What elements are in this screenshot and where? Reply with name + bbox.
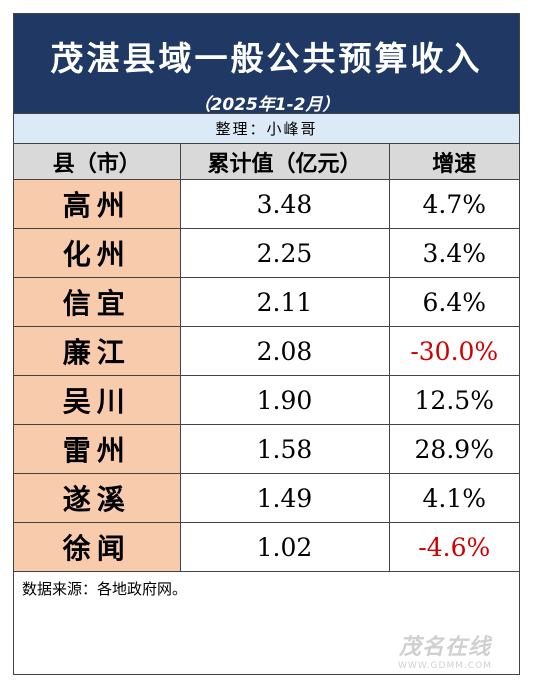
title-block: 茂湛县域一般公共预算收入 （2025年1-2月） xyxy=(14,14,519,115)
table-row: 雷州 1.58 28.9% xyxy=(14,424,519,474)
column-header-growth: 增速 xyxy=(388,144,519,180)
county-cell: 吴川 xyxy=(14,375,181,425)
watermark-logo: 茂名在线 WWW.GDMM.COM xyxy=(398,629,492,671)
county-cell: 雷州 xyxy=(14,424,181,474)
author-line: 整理：小峰哥 xyxy=(14,114,519,144)
growth-cell: 4.1% xyxy=(388,473,519,523)
value-cell: 1.90 xyxy=(179,375,390,425)
page-subtitle: （2025年1-2月） xyxy=(193,95,340,115)
table-row: 信宜 2.11 6.4% xyxy=(14,277,519,327)
column-header-county: 县（市） xyxy=(14,144,181,180)
county-cell: 化州 xyxy=(14,228,181,278)
county-cell: 徐闻 xyxy=(14,522,181,572)
growth-cell: -4.6% xyxy=(388,522,519,572)
revenue-table: 县（市） 累计值（亿元） 增速 高州 3.48 4.7% 化州 2.25 3.4… xyxy=(14,144,519,572)
column-header-value: 累计值（亿元） xyxy=(179,144,390,180)
value-cell: 3.48 xyxy=(179,179,390,229)
growth-cell: 3.4% xyxy=(388,228,519,278)
header-row: 县（市） 累计值（亿元） 增速 xyxy=(14,144,519,180)
value-cell: 1.02 xyxy=(179,522,390,572)
value-cell: 1.58 xyxy=(179,424,390,474)
value-cell: 2.11 xyxy=(179,277,390,327)
page-title: 茂湛县域一般公共预算收入 xyxy=(50,39,483,78)
growth-cell: 4.7% xyxy=(388,179,519,229)
value-cell: 2.08 xyxy=(179,326,390,376)
table-frame: 茂湛县域一般公共预算收入 （2025年1-2月） 整理：小峰哥 县（市） 累计值… xyxy=(13,13,520,675)
data-source-note: 数据来源：各地政府网。 xyxy=(22,580,188,598)
table-row: 吴川 1.90 12.5% xyxy=(14,375,519,425)
table-row: 徐闻 1.02 -4.6% xyxy=(14,522,519,572)
growth-cell: 6.4% xyxy=(388,277,519,327)
county-cell: 廉江 xyxy=(14,326,181,376)
county-cell: 遂溪 xyxy=(14,473,181,523)
table-row: 化州 2.25 3.4% xyxy=(14,228,519,278)
watermark-url: WWW.GDMM.COM xyxy=(398,661,492,671)
growth-cell: 28.9% xyxy=(388,424,519,474)
value-cell: 2.25 xyxy=(179,228,390,278)
growth-cell: 12.5% xyxy=(388,375,519,425)
county-cell: 高州 xyxy=(14,179,181,229)
table-row: 廉江 2.08 -30.0% xyxy=(14,326,519,376)
county-cell: 信宜 xyxy=(14,277,181,327)
table-row: 遂溪 1.49 4.1% xyxy=(14,473,519,523)
table-body: 高州 3.48 4.7% 化州 2.25 3.4% 信宜 2.11 6.4% 廉… xyxy=(14,179,519,572)
table-row: 高州 3.48 4.7% xyxy=(14,179,519,229)
watermark-logo-text: 茂名在线 xyxy=(399,635,492,660)
value-cell: 1.49 xyxy=(179,473,390,523)
growth-cell: -30.0% xyxy=(388,326,519,376)
